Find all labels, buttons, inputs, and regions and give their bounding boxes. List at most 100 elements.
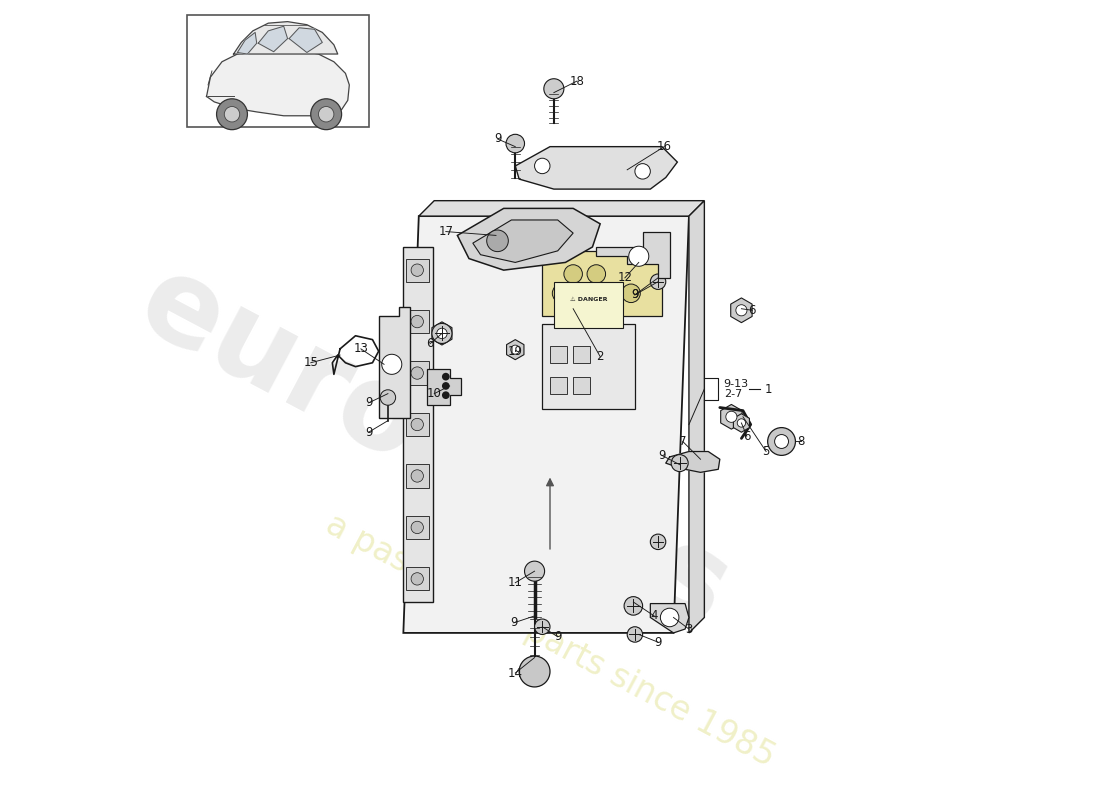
- Text: ⚠ DANGER: ⚠ DANGER: [570, 297, 607, 302]
- Bar: [554, 282, 624, 328]
- Circle shape: [442, 391, 450, 399]
- Circle shape: [624, 597, 642, 615]
- Polygon shape: [404, 216, 689, 633]
- Polygon shape: [289, 28, 322, 53]
- Bar: [187, 15, 368, 127]
- Circle shape: [635, 164, 650, 179]
- Polygon shape: [378, 307, 409, 418]
- Circle shape: [381, 390, 396, 406]
- Circle shape: [432, 323, 452, 343]
- Text: 5: 5: [762, 445, 770, 458]
- Circle shape: [774, 434, 789, 449]
- Circle shape: [318, 106, 334, 122]
- Text: 9: 9: [654, 636, 662, 649]
- Polygon shape: [730, 298, 752, 322]
- Circle shape: [510, 345, 520, 354]
- Circle shape: [217, 98, 248, 130]
- Polygon shape: [427, 369, 461, 406]
- Bar: [406, 413, 429, 436]
- Polygon shape: [207, 48, 350, 116]
- Text: 16: 16: [657, 140, 672, 153]
- Circle shape: [382, 354, 402, 374]
- Bar: [550, 346, 566, 362]
- Text: 9: 9: [365, 397, 373, 410]
- Circle shape: [519, 656, 550, 687]
- Circle shape: [575, 284, 594, 302]
- Circle shape: [525, 561, 544, 581]
- Text: 9: 9: [631, 288, 639, 302]
- Text: 6: 6: [427, 337, 434, 350]
- Text: 12: 12: [617, 271, 632, 284]
- Circle shape: [535, 158, 550, 174]
- Circle shape: [627, 626, 642, 642]
- Bar: [406, 258, 429, 282]
- Text: 9: 9: [658, 449, 666, 462]
- Circle shape: [411, 522, 424, 534]
- Polygon shape: [238, 33, 256, 54]
- Text: 2-7: 2-7: [724, 389, 741, 398]
- Polygon shape: [507, 340, 524, 360]
- Circle shape: [552, 284, 571, 302]
- Polygon shape: [258, 26, 287, 52]
- Polygon shape: [432, 322, 452, 345]
- Polygon shape: [233, 22, 338, 54]
- Circle shape: [598, 284, 617, 302]
- Text: 2: 2: [596, 350, 604, 363]
- Circle shape: [411, 418, 424, 430]
- Text: 19: 19: [508, 345, 522, 358]
- Circle shape: [411, 315, 424, 328]
- Text: 9: 9: [494, 133, 502, 146]
- Circle shape: [736, 305, 747, 316]
- Text: 7: 7: [679, 435, 686, 448]
- Bar: [573, 346, 590, 362]
- Text: 9: 9: [510, 616, 517, 630]
- Text: 13: 13: [353, 342, 369, 355]
- Polygon shape: [650, 603, 689, 633]
- Circle shape: [564, 265, 582, 283]
- Circle shape: [411, 470, 424, 482]
- Text: 18: 18: [570, 74, 584, 87]
- Text: 4: 4: [650, 610, 658, 622]
- Bar: [406, 516, 429, 539]
- Circle shape: [224, 106, 240, 122]
- Circle shape: [506, 134, 525, 153]
- Bar: [406, 464, 429, 487]
- Circle shape: [535, 619, 550, 634]
- Circle shape: [310, 98, 342, 130]
- Circle shape: [442, 382, 450, 390]
- Polygon shape: [596, 231, 670, 278]
- Text: 9: 9: [365, 426, 373, 438]
- Circle shape: [587, 265, 606, 283]
- Bar: [406, 310, 429, 333]
- Circle shape: [437, 328, 448, 338]
- Polygon shape: [458, 208, 601, 270]
- Polygon shape: [515, 146, 678, 189]
- Text: 8: 8: [798, 435, 804, 448]
- Bar: [406, 567, 429, 590]
- Text: 9: 9: [554, 630, 561, 643]
- Bar: [406, 362, 429, 385]
- Circle shape: [486, 230, 508, 252]
- Polygon shape: [666, 451, 719, 472]
- Circle shape: [768, 428, 795, 455]
- Text: 9-13: 9-13: [724, 378, 749, 389]
- Circle shape: [650, 274, 666, 290]
- Polygon shape: [720, 405, 742, 429]
- Text: 14: 14: [508, 666, 522, 679]
- Text: 3: 3: [685, 622, 693, 635]
- Text: 15: 15: [304, 356, 318, 370]
- Text: 17: 17: [438, 225, 453, 238]
- Text: 10: 10: [427, 387, 442, 400]
- Polygon shape: [419, 201, 704, 216]
- Circle shape: [660, 608, 679, 626]
- Polygon shape: [404, 247, 432, 602]
- Bar: [550, 377, 566, 394]
- Circle shape: [411, 573, 424, 585]
- Text: euroParts: euroParts: [120, 244, 749, 651]
- Bar: [542, 324, 635, 409]
- Text: 9: 9: [631, 288, 639, 302]
- Circle shape: [629, 246, 649, 266]
- Circle shape: [671, 454, 689, 471]
- Polygon shape: [689, 201, 704, 633]
- Text: 1: 1: [764, 382, 772, 395]
